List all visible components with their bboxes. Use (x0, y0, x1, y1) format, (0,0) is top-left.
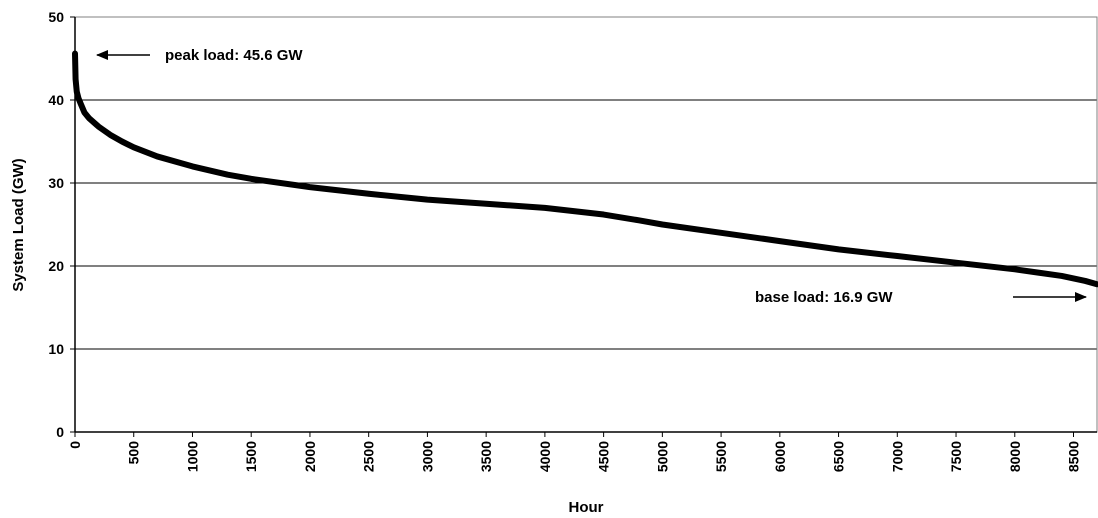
plot-area-frame (74, 16, 1098, 433)
y-tick-label: 20 (48, 258, 64, 274)
y-tick-label: 30 (48, 175, 64, 191)
x-tick-label: 500 (126, 441, 142, 465)
x-tick-label: 0 (67, 441, 83, 449)
x-tick-label: 8500 (1066, 441, 1082, 472)
y-axis-title: System Load (GW) (10, 158, 27, 291)
y-tick-label: 50 (48, 9, 64, 25)
y-tick-label: 40 (48, 92, 64, 108)
x-tick-label: 1500 (243, 441, 259, 472)
x-tick-label: 4500 (596, 441, 612, 472)
base-load-annotation: base load: 16.9 GW (755, 289, 893, 306)
x-tick-label: 2000 (302, 441, 318, 472)
peak-load-annotation: peak load: 45.6 GW (165, 47, 303, 64)
y-tick-label: 0 (56, 424, 64, 440)
x-tick-label: 5000 (654, 441, 670, 472)
y-tick-labels: 0 10 20 30 40 50 (48, 9, 75, 440)
x-tick-label: 6000 (772, 441, 788, 472)
x-tick-label: 2500 (361, 441, 377, 472)
x-tick-label: 1000 (184, 441, 200, 472)
x-tick-labels: 0 500 1000 1500 2000 2500 3000 3500 4000 4500 5000… (67, 432, 1082, 472)
x-axis-title: Hour (569, 499, 604, 516)
x-tick-label: 4000 (537, 441, 553, 472)
series-line-system-load (72, 50, 1098, 288)
x-tick-label: 8000 (1007, 441, 1023, 472)
axes (74, 17, 1097, 433)
x-tick-label: 5500 (713, 441, 729, 472)
y-tick-label: 10 (48, 341, 64, 357)
gridlines (75, 16, 1097, 350)
x-tick-label: 3000 (419, 441, 435, 472)
x-tick-label: 6500 (831, 441, 847, 472)
x-tick-label: 7000 (889, 441, 905, 472)
x-tick-label: 3500 (478, 441, 494, 472)
x-tick-label: 7500 (948, 441, 964, 472)
